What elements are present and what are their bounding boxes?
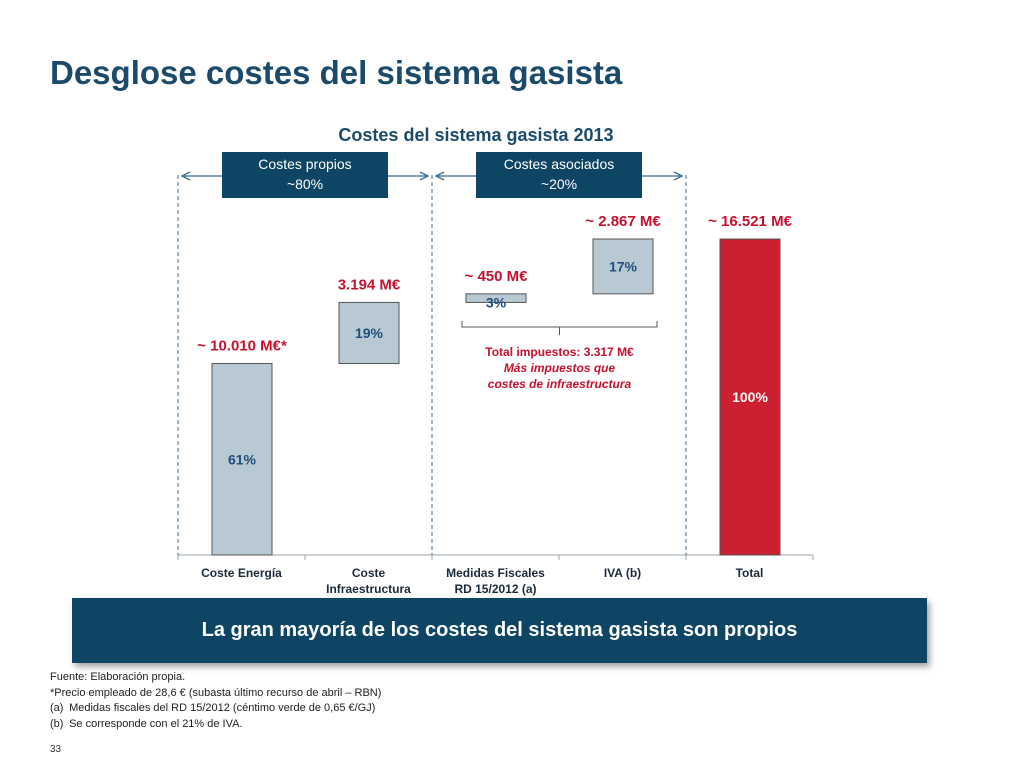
tax-note-line: Más impuestos que (504, 361, 616, 375)
x-tick-label: Coste Energía (201, 566, 282, 580)
conclusion-banner: La gran mayoría de los costes del sistem… (72, 598, 927, 663)
tax-total-label: Total impuestos: 3.317 M€ (485, 345, 634, 359)
footnote-mark: (b) (50, 717, 64, 730)
bar-percent-label: 100% (732, 389, 768, 405)
x-tick-label-line: RD 15/2012 (a) (454, 582, 536, 596)
bar-percent-label: 61% (228, 451, 257, 467)
source-note: Fuente: Elaboración propia. (50, 671, 186, 683)
chart-title: Costes del sistema gasista 2013 (338, 125, 613, 145)
footnote-text: *Precio empleado de 28,6 € (subasta últi… (50, 686, 382, 699)
group-header-label: Costes propios (258, 156, 351, 172)
waterfall-chart: Costes del sistema gasista 2013 Coste En… (177, 125, 814, 596)
x-tick-label: Coste Infraestructura (326, 566, 411, 596)
bar-value-label: ~ 2.867 M€ (585, 213, 661, 230)
footnotes: Fuente: Elaboración propia. *Precio empl… (50, 670, 381, 732)
bar-percent-label: 17% (609, 258, 638, 274)
waterfall-bar (465, 293, 527, 303)
x-tick-label: Total (736, 566, 764, 580)
footnote-b: (b) Se corresponde con el 21% de IVA. (50, 717, 381, 733)
x-tick-label: Medidas Fiscales RD 15/2012 (a) (446, 566, 545, 596)
x-tick-label-line: Total (736, 566, 764, 580)
footnote-text: Medidas fiscales del RD 15/2012 (céntimo… (69, 702, 376, 715)
waterfall-bar (592, 238, 654, 295)
x-tick-label-line: Coste Energía (201, 566, 282, 580)
bar-percent-label: 19% (355, 325, 384, 341)
bar-value-label: ~ 16.521 M€ (708, 213, 792, 230)
x-tick-label: IVA (b) (604, 566, 641, 580)
bar-value-label: ~ 10.010 M€* (197, 338, 287, 355)
page-number: 33 (50, 744, 62, 755)
bar-percent-label: 3% (486, 294, 507, 310)
group-header-box (476, 152, 642, 198)
footnote-a: (a) Medidas fiscales del RD 15/2012 (cén… (50, 701, 381, 717)
x-tick-label-line: Coste (352, 566, 386, 580)
group-header-box (222, 152, 388, 198)
group-header-share: ~80% (287, 176, 323, 192)
group-header-label: Costes asociados (504, 156, 615, 172)
waterfall-bar (211, 363, 273, 556)
group-header-share: ~20% (541, 176, 577, 192)
footnote-price: *Precio empleado de 28,6 € (subasta últi… (50, 686, 381, 702)
bar-value-label: 3.194 M€ (338, 276, 401, 293)
x-tick-label-line: Medidas Fiscales (446, 566, 545, 580)
waterfall-bar (719, 238, 781, 556)
footnote-text: Se corresponde con el 21% de IVA. (69, 717, 243, 730)
page-title: Desglose costes del sistema gasista (50, 54, 623, 91)
bar-value-label: ~ 450 M€ (465, 268, 529, 285)
conclusion-banner-text: La gran mayoría de los costes del sistem… (201, 619, 798, 641)
x-tick-label-line: IVA (b) (604, 566, 641, 580)
tax-note-line: costes de infraestructura (488, 377, 632, 391)
x-tick-label-line: Infraestructura (326, 582, 411, 596)
waterfall-bar (338, 301, 400, 365)
tax-bracket (461, 321, 658, 335)
footnote-mark: (a) (50, 702, 64, 715)
